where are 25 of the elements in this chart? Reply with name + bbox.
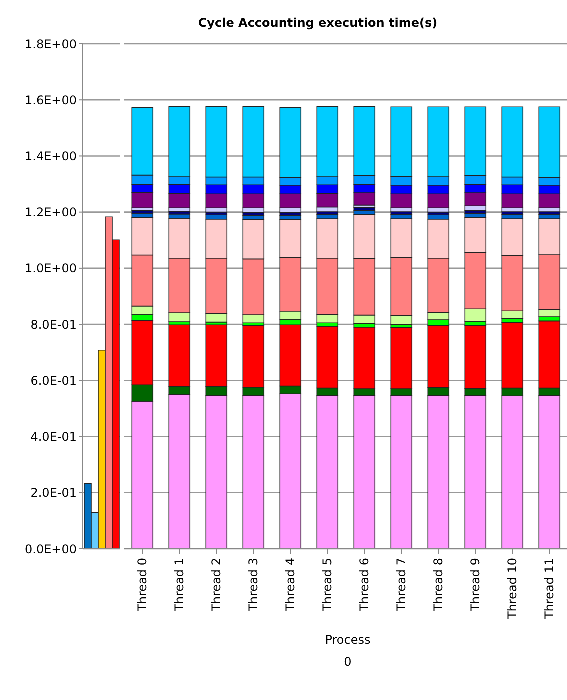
y-tick-label: 0.0E+00 <box>25 542 77 556</box>
x-tick-label: Thread 7 <box>394 558 408 612</box>
x-tick-label: Thread 6 <box>358 558 372 612</box>
text: Process <box>324 633 372 647</box>
y-tick-label: 1.6E+00 <box>25 93 77 108</box>
x-tick-label: Thread 3 <box>246 558 260 612</box>
y-tick-label: 4.0E-01 <box>30 430 77 444</box>
y-tick-label: 2.0E-01 <box>30 486 77 500</box>
x-tick-label: Thread 5 <box>320 558 334 612</box>
y-tick-label: 1.8E+00 <box>25 37 77 52</box>
x-tick-label: Thread 2 <box>210 558 224 612</box>
x-tick-label: Thread 10 <box>506 558 520 620</box>
chart-title: Cycle Accounting execution time(s) <box>197 16 439 30</box>
y-tick-label: 1.4E+00 <box>25 149 77 164</box>
y-tick-label: 1.2E+00 <box>25 206 77 220</box>
y-tick-label: 8.0E-01 <box>30 318 77 332</box>
x-tick-label: Thread 11 <box>542 558 556 620</box>
x-tick-label: Thread 0 <box>136 558 150 612</box>
y-tick-label: 6.0E-01 <box>30 374 77 388</box>
x-tick-label: Thread 4 <box>284 558 298 612</box>
x-tick-label: Thread 9 <box>468 558 482 612</box>
x-tick-label: Thread 8 <box>432 558 446 612</box>
y-tick-label: 1.0E+00 <box>25 262 77 276</box>
text: 0 <box>343 655 353 669</box>
x-tick-label: Thread 1 <box>172 558 186 612</box>
